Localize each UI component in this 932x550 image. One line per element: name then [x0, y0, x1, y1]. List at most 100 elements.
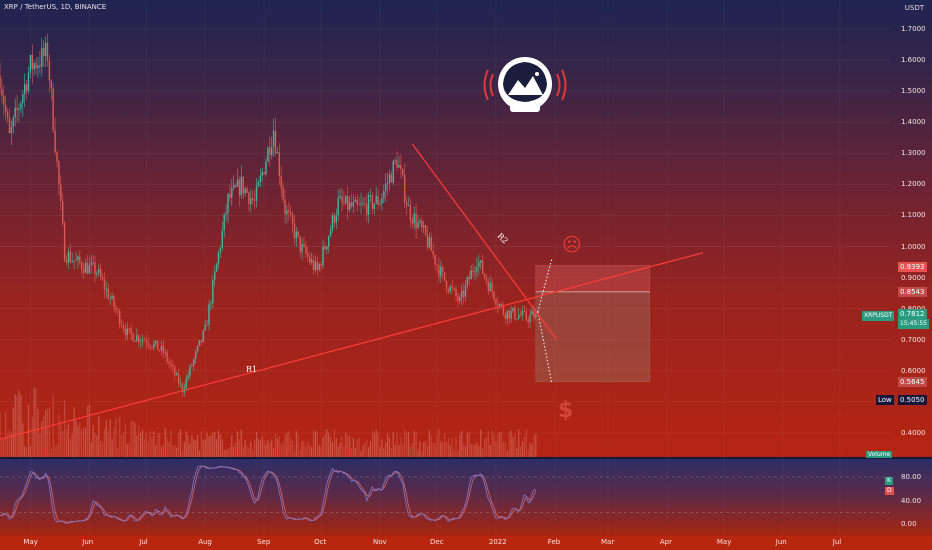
candle-body — [263, 172, 265, 175]
candle-body — [126, 328, 128, 336]
candle-body — [337, 197, 339, 216]
volume-bar — [138, 426, 140, 457]
candle-body — [54, 130, 56, 153]
osc-tick-80: 80.00 — [901, 473, 922, 481]
candle-body — [164, 352, 166, 354]
candle-body — [512, 307, 514, 311]
volume-bar — [39, 434, 41, 457]
volume-bar — [276, 438, 278, 457]
candle-body — [447, 289, 450, 292]
candle-body — [373, 203, 375, 210]
candle-body — [139, 341, 142, 342]
symbol-header[interactable]: XRP / TetherUS, 1D, BINANCE — [4, 3, 107, 11]
volume-bar — [238, 439, 240, 457]
oscillator-pane[interactable] — [0, 458, 932, 536]
candle-body — [187, 375, 189, 379]
candle-body — [109, 298, 111, 300]
candle-body — [168, 361, 170, 364]
volume-bar — [293, 450, 296, 457]
candle-body — [77, 256, 79, 260]
volume-bar — [143, 438, 145, 457]
volume-bar — [265, 444, 267, 457]
volume-bar — [375, 429, 377, 457]
time-tick-label: Jul — [832, 538, 842, 546]
volume-bar — [65, 428, 68, 457]
candle-body — [297, 231, 299, 237]
candle-body — [288, 210, 290, 213]
candle-body — [35, 63, 37, 69]
time-tick-label: May — [716, 538, 732, 546]
candle-body — [443, 272, 446, 281]
time-tick-label: Dec — [430, 538, 444, 546]
volume-bar — [202, 439, 204, 457]
volume-bar — [14, 394, 16, 457]
volume-bar — [217, 430, 220, 457]
candle-body — [234, 184, 237, 187]
candle-body — [347, 195, 349, 210]
candle-body — [195, 351, 197, 359]
time-tick-label: 2022 — [488, 538, 507, 546]
oscillator-lines — [0, 465, 537, 525]
candle-body — [261, 172, 263, 176]
candle-body — [14, 107, 16, 118]
volume-bar — [419, 441, 421, 457]
volume-bar — [326, 429, 328, 457]
volume-bar — [149, 430, 151, 457]
candle-body — [107, 288, 109, 300]
candle-body — [284, 199, 286, 215]
candle-body — [198, 340, 201, 346]
candle-body — [214, 271, 216, 281]
volume-bar — [438, 429, 440, 457]
pane-separator[interactable] — [0, 457, 932, 459]
candle-body — [105, 288, 108, 290]
candle-body — [369, 195, 372, 196]
candle-body — [37, 65, 39, 69]
volume-bar — [233, 446, 235, 457]
volume-bar — [394, 444, 396, 457]
time-axis-band[interactable] — [0, 536, 932, 550]
candle-body — [84, 262, 87, 273]
target-zone — [535, 265, 651, 293]
candle-body — [0, 75, 1, 90]
candle-body — [174, 366, 176, 376]
candle-body — [170, 363, 172, 366]
time-tick-label: Aug — [198, 538, 212, 546]
candle-body — [229, 193, 231, 198]
volume-bar — [480, 429, 482, 457]
volume-bar — [64, 400, 66, 457]
candle-body — [303, 243, 305, 246]
volume-bar — [472, 444, 474, 457]
candle-body — [462, 290, 465, 297]
candle-body — [331, 215, 334, 230]
candle-body — [8, 117, 11, 133]
candle-body — [339, 196, 341, 198]
candle-body — [335, 215, 337, 223]
candle-body — [240, 176, 242, 196]
volume-bar — [212, 433, 214, 457]
volume-bar — [476, 442, 478, 457]
volume-bar — [145, 433, 147, 457]
volume-bar — [159, 433, 161, 457]
candle-body — [158, 350, 161, 352]
volume-bar — [482, 448, 484, 457]
price-pane[interactable] — [0, 0, 932, 458]
volume-bar — [206, 432, 208, 457]
candle-body — [504, 314, 507, 319]
candle-body — [134, 340, 136, 342]
candle-body — [206, 324, 208, 326]
volume-bar — [330, 437, 332, 457]
volume-bar — [166, 437, 168, 457]
candle-body — [314, 261, 317, 270]
price-tick-label: 1.0000 — [901, 242, 926, 251]
candle-body — [193, 358, 195, 366]
price-tick-label: 0.6000 — [901, 366, 926, 375]
volume-bar — [111, 438, 113, 457]
candle-body — [132, 333, 134, 342]
candle-body — [56, 152, 58, 162]
volume-bar — [350, 448, 353, 457]
candle-body — [238, 179, 241, 196]
candle-body — [356, 199, 358, 205]
candle-body — [92, 262, 94, 264]
candle-body — [366, 203, 368, 215]
